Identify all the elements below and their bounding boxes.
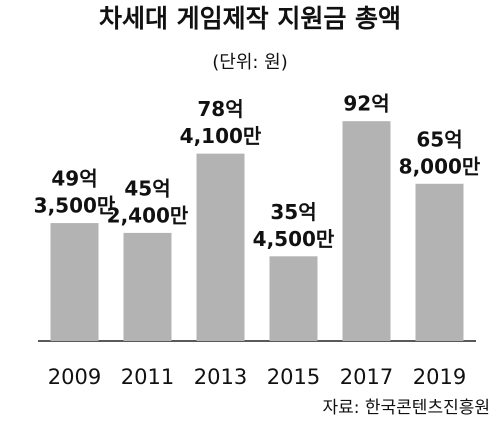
x-tick-label: 2013 (194, 365, 247, 389)
value-label: 45억 (124, 176, 170, 200)
value-label: 78억 (197, 97, 243, 121)
value-label: 35억 (270, 200, 316, 224)
value-label: 4,100만 (180, 124, 262, 148)
value-label: 8,000만 (399, 154, 481, 178)
value-label: 2,400만 (107, 203, 189, 227)
bar (196, 153, 245, 341)
value-label: 92억 (343, 92, 389, 116)
value-label: 3,500만 (34, 194, 116, 218)
x-tick-label: 2019 (413, 365, 466, 389)
bar (415, 183, 464, 341)
bar (269, 256, 318, 341)
value-label: 4,500만 (253, 227, 335, 251)
x-tick-label: 2009 (48, 365, 101, 389)
x-tick-label: 2015 (267, 365, 320, 389)
bar (50, 223, 99, 341)
bar (342, 121, 391, 341)
bar (123, 232, 172, 341)
x-tick-label: 2011 (121, 365, 174, 389)
x-tick-label: 2017 (340, 365, 393, 389)
value-label: 65억 (416, 127, 462, 151)
value-label: 49억 (51, 167, 97, 191)
chart-subtitle: (단위: 원) (212, 52, 288, 73)
chart-title: 차세대 게임제작 지원금 총액 (99, 4, 401, 33)
source: 자료: 한국콘텐츠진흥원 (322, 398, 490, 418)
